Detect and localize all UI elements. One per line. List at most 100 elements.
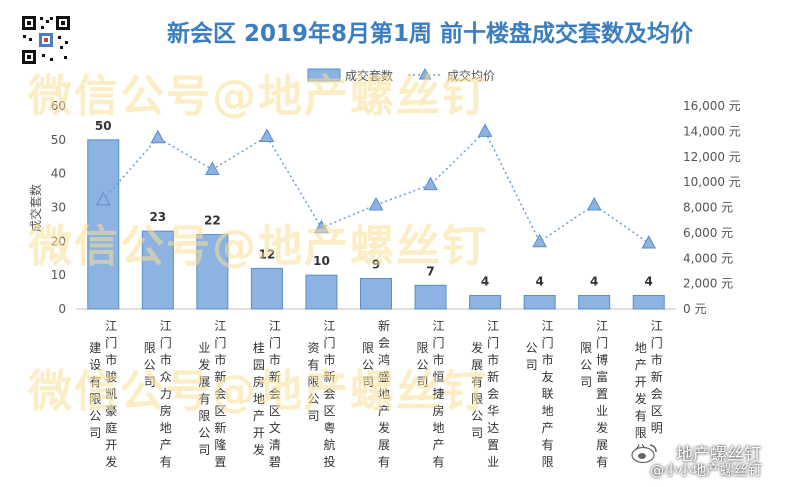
x-tick-label: 江 [160,319,172,333]
legend-bar-swatch [307,68,341,82]
x-tick-label: 限 [417,341,429,355]
price-marker [205,161,220,175]
x-tick-label: 产 [253,409,265,423]
x-tick-label: 华 [487,404,499,418]
watermark-text: 微信公号@地产螺丝钉 [28,71,488,122]
x-tick-label: 限 [635,426,647,440]
x-tick-label: 地 [378,387,390,401]
x-tick-label: 捷 [433,387,445,401]
bar-value-label: 4 [590,274,598,288]
x-tick-label: 产 [160,438,172,452]
x-tick-label: 置 [487,438,499,452]
x-tick-label: 司 [198,443,210,457]
x-tick-label: 发 [198,357,210,372]
x-tick-label: 庭 [105,420,117,435]
x-tick-label: 江 [651,319,663,333]
x-tick-label: 市 [105,352,117,367]
bar [523,294,556,310]
x-tick-label: 有 [635,409,647,423]
x-tick-label: 博 [596,352,608,367]
x-tick-label: 江 [596,319,608,333]
bar-value-label: 12 [259,247,276,261]
x-tick-label: 公 [417,358,429,372]
x-tick-label: 限 [471,392,483,406]
x-tick-label: 发 [635,391,647,406]
x-tick-label: 限 [542,455,554,469]
x-tick-label: 门 [269,335,281,350]
y2-tick-label: 10,000 元 [683,175,741,189]
x-tick-label: 门 [214,335,226,350]
y-tick-label: 10 [51,268,66,282]
x-tick-label: 发 [471,340,483,355]
x-tick-label: 新 [214,420,226,435]
x-tick-label: 区 [323,404,335,418]
x-tick-label: 新 [487,369,499,384]
x-tick-label: 公 [89,409,101,423]
x-tick-label: 众 [160,370,172,384]
x-tick-label: 产 [433,438,445,452]
x-tick-label: 展 [378,438,390,452]
price-marker [641,234,657,249]
x-tick-label: 房 [253,374,265,389]
x-tick-label: 江 [542,319,554,333]
bar [305,274,338,310]
x-tick-label: 豪 [105,403,117,418]
x-tick-label: 发 [378,420,390,435]
x-tick-label: 联 [542,387,554,401]
y2-tick-label: 14,000 元 [683,124,741,138]
x-tick-label: 房 [160,403,172,418]
x-tick-label: 会 [323,387,335,401]
x-tick-label: 展 [198,375,210,389]
x-tick-label: 会 [269,387,281,401]
bar [469,294,502,310]
bar-value-label: 4 [535,274,543,288]
price-marker [95,191,111,206]
price-marker [259,128,275,142]
bar [141,230,174,310]
x-tick-label: 资 [307,341,319,355]
x-tick-label: 有 [198,392,210,406]
y2-tick-label: 16,000 元 [683,99,741,113]
x-tick-label: 有 [433,455,445,469]
x-tick-label: 业 [487,455,499,469]
x-tick-label: 产 [542,421,554,435]
x-tick-label: 限 [89,392,101,406]
x-tick-label: 展 [471,358,483,372]
x-tick-label: 置 [596,387,608,401]
x-tick-label: 市 [323,352,335,367]
bar-value-label: 23 [149,210,166,224]
brand-logo: 地产螺丝钉 @小小地产螺丝钉 [630,440,800,485]
x-tick-label: 江 [323,319,335,333]
x-tick-label: 达 [487,421,499,435]
x-tick-label: 司 [471,426,483,440]
x-tick-label: 市 [542,352,554,367]
x-tick-label: 地 [635,341,647,355]
x-tick-label: 司 [526,358,538,372]
x-tick-label: 明 [651,421,663,435]
x-tick-label: 区 [214,404,226,418]
x-tick-label: 有 [160,455,172,469]
x-tick-label: 碧 [269,455,281,469]
x-tick-label: 司 [89,426,101,440]
legend-marker [418,67,432,80]
y-tick-label: 0 [58,302,66,316]
x-tick-label: 盛 [378,369,390,384]
x-tick-label: 门 [323,335,335,350]
x-tick-label: 新 [651,369,663,384]
x-tick-label: 新 [269,369,281,384]
watermark-text: 微信公号@地产螺丝钉 [28,221,488,272]
x-tick-label: 市 [487,352,499,367]
x-tick-label: 市 [160,352,172,367]
x-tick-label: 有 [596,455,608,469]
x-tick-label: 发 [596,420,608,435]
x-tick-label: 会 [487,387,499,401]
x-tick-label: 江 [105,319,117,333]
x-tick-label: 开 [105,438,117,452]
x-tick-label: 开 [253,426,265,440]
x-tick-label: 限 [580,341,592,355]
x-tick-label: 江 [487,319,499,333]
x-tick-label: 地 [160,421,172,435]
x-tick-label: 门 [105,335,117,350]
x-tick-label: 会 [214,387,226,401]
